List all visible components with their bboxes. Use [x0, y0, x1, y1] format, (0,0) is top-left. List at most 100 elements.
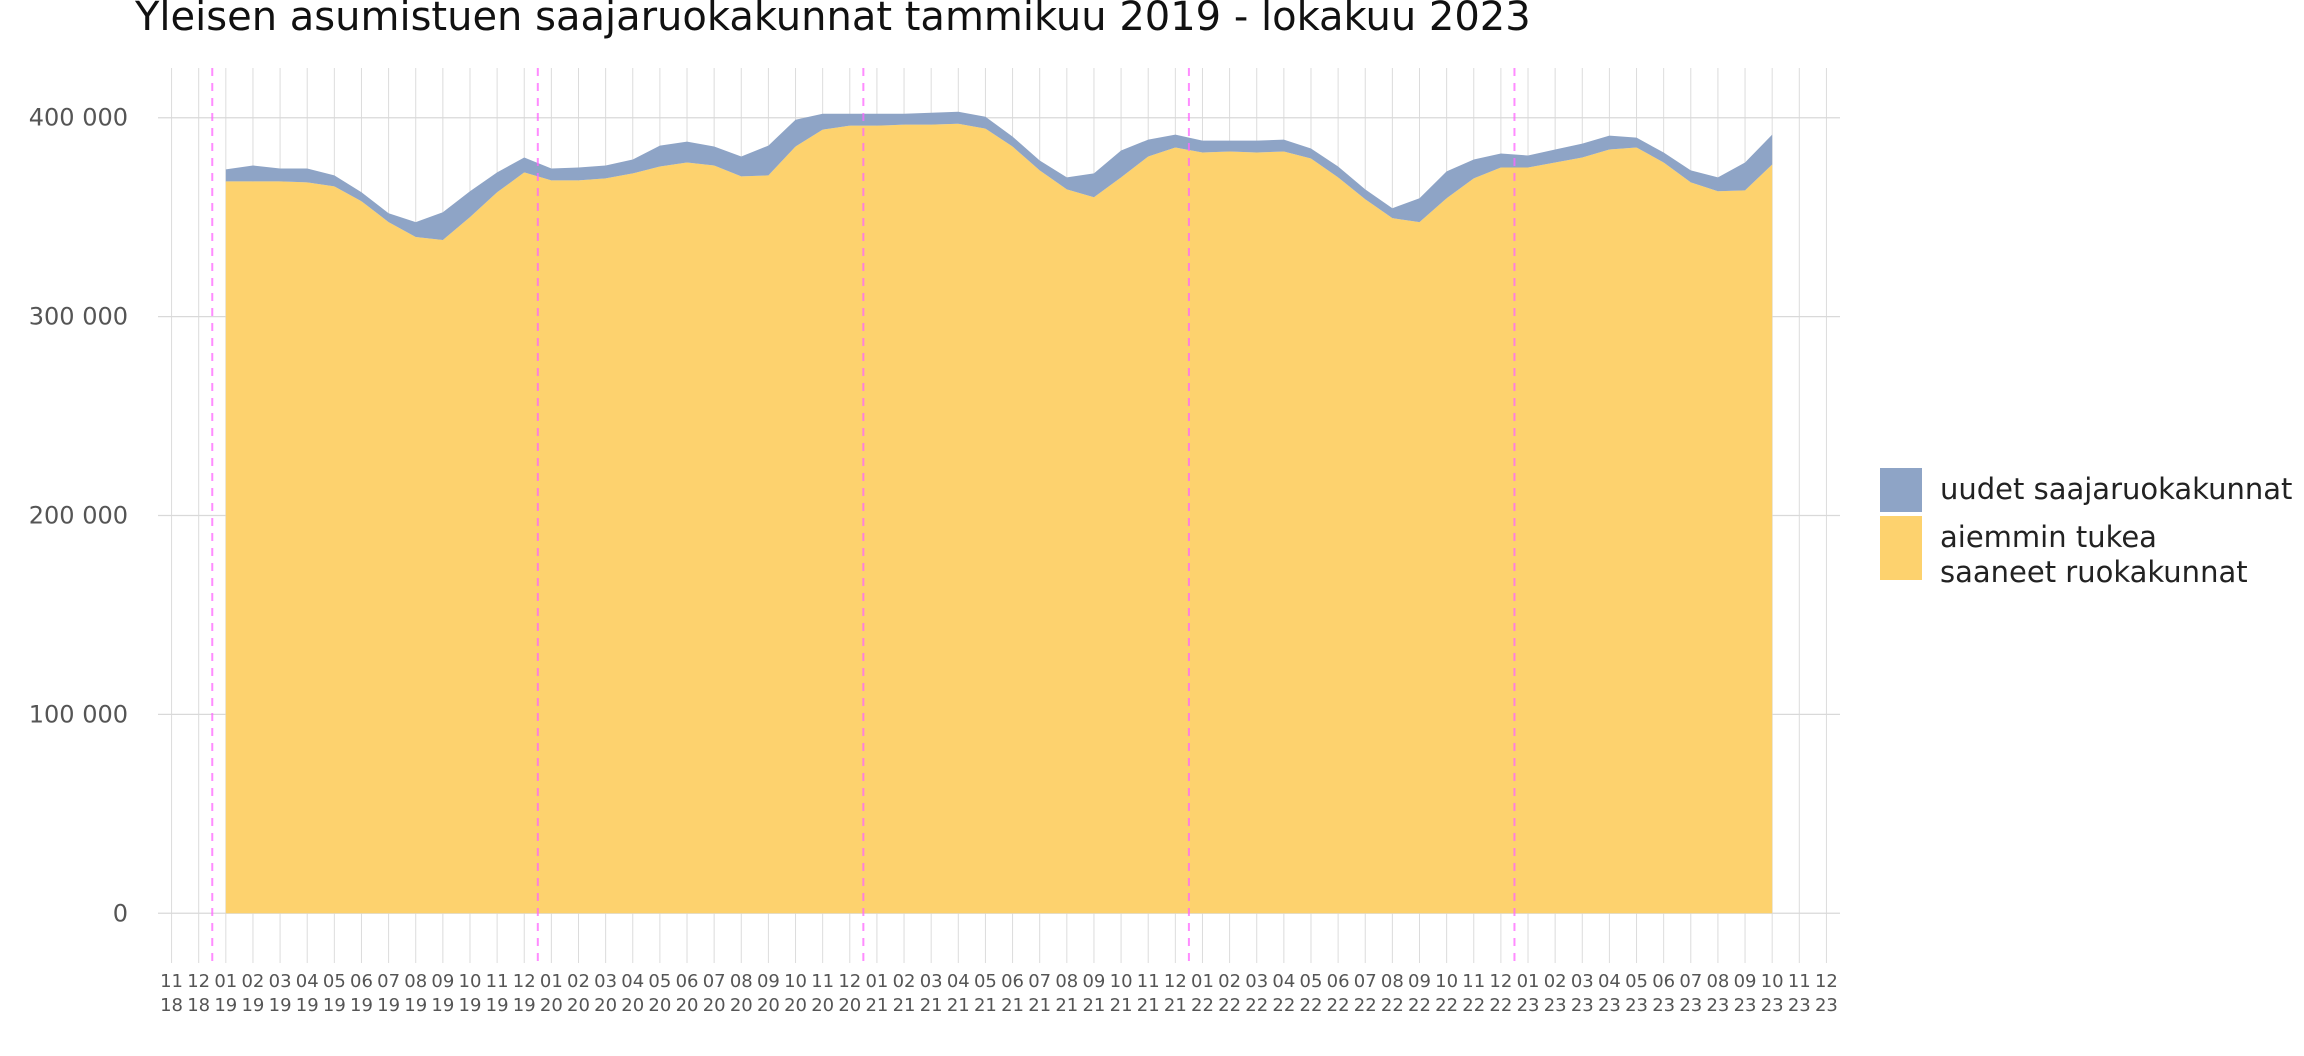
x-tick-year: 22 — [1408, 995, 1431, 1016]
x-tick-month: 02 — [893, 971, 916, 992]
x-tick-year: 21 — [1082, 995, 1105, 1016]
legend-key — [1880, 516, 1922, 580]
x-tick-month: 09 — [1734, 971, 1757, 992]
x-tick-year: 23 — [1571, 995, 1594, 1016]
x-tick-month: 08 — [1706, 971, 1729, 992]
area-uudet-saajaruokakunnat — [225, 111, 1773, 241]
x-tick-year: 21 — [1001, 995, 1024, 1016]
y-tick-label: 0 — [113, 899, 128, 927]
x-tick-month: 01 — [1191, 971, 1214, 992]
x-tick-month: 12 — [513, 971, 536, 992]
x-tick-year: 19 — [459, 995, 482, 1016]
x-tick-year: 20 — [648, 995, 671, 1016]
x-tick-month: 08 — [404, 971, 427, 992]
x-tick-year: 21 — [1137, 995, 1160, 1016]
x-tick-year: 19 — [241, 995, 264, 1016]
y-tick-label: 300 000 — [29, 303, 128, 331]
x-tick-month: 12 — [1164, 971, 1187, 992]
x-tick-month: 10 — [1435, 971, 1458, 992]
x-tick-month: 10 — [1761, 971, 1784, 992]
x-tick-year: 23 — [1788, 995, 1811, 1016]
x-tick-year: 18 — [160, 995, 183, 1016]
x-tick-year: 23 — [1734, 995, 1757, 1016]
x-tick-year: 20 — [838, 995, 861, 1016]
x-tick-year: 22 — [1218, 995, 1241, 1016]
x-tick-month: 06 — [1652, 971, 1675, 992]
x-tick-month: 11 — [1788, 971, 1811, 992]
x-tick-month: 03 — [1245, 971, 1268, 992]
x-tick-year: 19 — [296, 995, 319, 1016]
x-tick-year: 19 — [350, 995, 373, 1016]
x-tick-year: 20 — [567, 995, 590, 1016]
x-tick-year: 20 — [730, 995, 753, 1016]
x-tick-year: 20 — [703, 995, 726, 1016]
x-tick-year: 22 — [1435, 995, 1458, 1016]
x-tick-month: 05 — [1625, 971, 1648, 992]
x-tick-month: 11 — [160, 971, 183, 992]
x-tick-month: 06 — [676, 971, 699, 992]
x-tick-year: 22 — [1489, 995, 1512, 1016]
x-tick-month: 09 — [431, 971, 454, 992]
x-tick-month: 07 — [1679, 971, 1702, 992]
x-tick-month: 12 — [187, 971, 210, 992]
x-tick-month: 01 — [1517, 971, 1540, 992]
x-tick-year: 19 — [269, 995, 292, 1016]
x-tick-year: 20 — [757, 995, 780, 1016]
x-tick-month: 04 — [621, 971, 644, 992]
x-tick-year: 21 — [1110, 995, 1133, 1016]
x-tick-month: 06 — [1001, 971, 1024, 992]
x-tick-month: 07 — [703, 971, 726, 992]
x-tick-year: 23 — [1544, 995, 1567, 1016]
x-tick-month: 10 — [459, 971, 482, 992]
x-tick-year: 23 — [1679, 995, 1702, 1016]
legend-label: uudet saajaruokakunnat — [1940, 472, 2292, 506]
x-tick-month: 01 — [540, 971, 563, 992]
x-tick-month: 09 — [1408, 971, 1431, 992]
x-tick-year: 21 — [893, 995, 916, 1016]
x-tick-month: 08 — [1055, 971, 1078, 992]
x-tick-month: 02 — [1544, 971, 1567, 992]
x-tick-year: 23 — [1652, 995, 1675, 1016]
x-tick-month: 04 — [296, 971, 319, 992]
x-tick-year: 20 — [784, 995, 807, 1016]
x-tick-year: 21 — [1028, 995, 1051, 1016]
x-tick-month: 10 — [1110, 971, 1133, 992]
x-tick-year: 21 — [1164, 995, 1187, 1016]
x-tick-month: 12 — [1815, 971, 1838, 992]
x-tick-year: 23 — [1517, 995, 1540, 1016]
x-tick-month: 06 — [350, 971, 373, 992]
x-tick-year: 23 — [1761, 995, 1784, 1016]
x-tick-year: 22 — [1354, 995, 1377, 1016]
x-tick-year: 20 — [811, 995, 834, 1016]
x-tick-month: 11 — [1462, 971, 1485, 992]
chart-title: Yleisen asumistuen saajaruokakunnat tamm… — [134, 0, 1531, 40]
x-tick-year: 22 — [1191, 995, 1214, 1016]
plot-areas — [225, 111, 1773, 914]
x-tick-month: 03 — [920, 971, 943, 992]
legend-key — [1880, 468, 1922, 512]
x-tick-month: 11 — [1137, 971, 1160, 992]
x-tick-month: 08 — [1381, 971, 1404, 992]
x-tick-year: 22 — [1245, 995, 1268, 1016]
x-tick-month: 04 — [947, 971, 970, 992]
x-tick-year: 20 — [621, 995, 644, 1016]
area-aiemmin-tukea-saaneet — [225, 123, 1773, 914]
x-tick-year: 20 — [594, 995, 617, 1016]
x-tick-year: 21 — [920, 995, 943, 1016]
x-tick-month: 07 — [377, 971, 400, 992]
x-tick-year: 22 — [1462, 995, 1485, 1016]
x-tick-year: 23 — [1625, 995, 1648, 1016]
x-tick-month: 09 — [757, 971, 780, 992]
x-tick-year: 18 — [187, 995, 210, 1016]
y-tick-label: 200 000 — [29, 502, 128, 530]
x-tick-month: 04 — [1272, 971, 1295, 992]
legend-label: saaneet ruokakunnat — [1940, 555, 2248, 589]
x-tick-month: 04 — [1598, 971, 1621, 992]
x-tick-year: 19 — [377, 995, 400, 1016]
x-tick-year: 19 — [214, 995, 237, 1016]
x-tick-month: 02 — [1218, 971, 1241, 992]
x-tick-year: 23 — [1598, 995, 1621, 1016]
x-tick-month: 12 — [1489, 971, 1512, 992]
x-tick-year: 19 — [404, 995, 427, 1016]
